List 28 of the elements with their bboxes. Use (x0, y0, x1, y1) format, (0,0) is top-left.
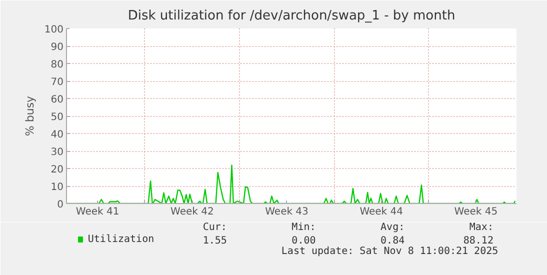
text: Max: (469, 222, 494, 233)
y-tick-label: 30 (50, 147, 64, 158)
chart-title: Disk utilization for /dev/archon/swap_1 - by month (128, 8, 456, 24)
x-tick-label: Week 44 (360, 206, 404, 218)
text: Avg: (380, 222, 405, 233)
x-tick-label: Week 43 (265, 206, 308, 218)
legend-label: Utilization (88, 234, 154, 245)
x-tick-label: Week 41 (76, 206, 120, 218)
text: 1.55 (202, 236, 227, 246)
text: Last update: Sat Nov 8 11:00:21 2025 (281, 246, 498, 257)
x-tick-label: Week 45 (454, 206, 498, 218)
y-tick-label: 90 (50, 42, 64, 53)
y-tick-label: 50 (50, 112, 64, 123)
text: 0.00 (292, 236, 316, 246)
y-axis-title: % busy (23, 95, 36, 136)
text: Min: (292, 222, 316, 233)
text: Cur: (202, 222, 227, 233)
y-tick-label: 20 (50, 164, 64, 176)
y-tick-label: 0 (57, 200, 64, 210)
y-tick-label: 40 (50, 130, 64, 140)
y-tick-label: 80 (50, 60, 64, 70)
y-tick-label: 100 (44, 24, 64, 36)
x-tick-label: Week 42 (170, 206, 214, 218)
y-tick-label: 60 (50, 94, 64, 106)
text: 0.84 (380, 236, 405, 246)
y-tick-label: 70 (50, 77, 64, 88)
y-tick-label: 10 (50, 182, 64, 193)
text: 88.12 (463, 236, 494, 246)
